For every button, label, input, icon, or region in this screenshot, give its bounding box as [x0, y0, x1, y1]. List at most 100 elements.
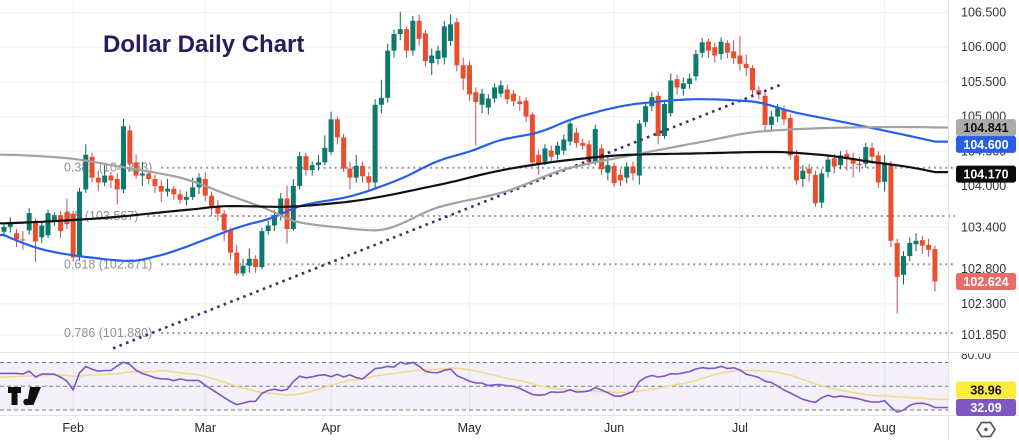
candle-up	[555, 145, 561, 155]
candle-up	[102, 175, 108, 183]
candle-down	[127, 130, 133, 164]
sma-blue-badge[interactable]: 104.600	[956, 135, 1016, 153]
rsi-badge-bg	[956, 399, 1016, 417]
candle-down	[158, 185, 164, 192]
price-axis[interactable]: 106.500106.000105.500105.000104.500104.0…	[949, 0, 1019, 440]
candle-up	[165, 188, 171, 192]
last-price-badge-bg	[956, 272, 1016, 290]
candle-down	[523, 100, 529, 117]
rsi-lines	[0, 361, 948, 413]
candle-up	[775, 108, 781, 117]
sma-gray-badge[interactable]: 104.841	[956, 119, 1016, 137]
candle-down	[762, 95, 768, 125]
sma-black-badge[interactable]: 104.170	[956, 165, 1016, 183]
sma-black-line[interactable]	[0, 150, 948, 225]
candle-down	[221, 213, 227, 231]
candle-down	[95, 177, 101, 183]
candle-down	[32, 222, 38, 242]
candle-up	[448, 24, 454, 41]
hexagon-settings-icon[interactable]	[976, 421, 996, 438]
candle-up	[76, 191, 82, 258]
candle-up	[1, 226, 7, 232]
trendline[interactable]	[112, 83, 782, 350]
tradingview-logo[interactable]	[8, 387, 41, 406]
tradingview-logo-glyph-1	[8, 387, 21, 405]
candle-down	[146, 173, 152, 180]
candle-down	[347, 168, 353, 178]
rsi-ma-badge-bg	[956, 381, 1016, 399]
price-tick-label: 105.500	[961, 75, 1006, 89]
candle-up	[297, 156, 303, 186]
candle-up	[353, 165, 359, 178]
rsi-ma-badge[interactable]: 38.96	[956, 381, 1016, 399]
candle-down	[460, 65, 466, 79]
candle-down	[517, 101, 523, 105]
price-tick-label: 102.800	[961, 262, 1006, 276]
candle-down	[781, 109, 787, 120]
sma-gray-line[interactable]	[0, 125, 948, 232]
candle-up	[498, 85, 504, 94]
candle-up	[391, 34, 397, 51]
candle-down	[334, 119, 340, 138]
month-label-aug: Aug	[873, 421, 895, 435]
candle-down	[404, 29, 410, 51]
candle-up	[240, 265, 246, 274]
candle-down	[844, 154, 850, 159]
candle-down	[234, 252, 240, 274]
candle-down	[202, 179, 208, 196]
month-label-feb: Feb	[62, 421, 84, 435]
candle-down	[655, 95, 661, 137]
candle-down	[416, 20, 422, 39]
candle-up	[190, 187, 196, 198]
candle-up	[51, 215, 57, 223]
candle-down	[70, 213, 76, 258]
price-tick-label: 101.850	[961, 328, 1006, 342]
rsi-badge[interactable]: 32.09	[956, 399, 1016, 417]
rsi-line[interactable]	[0, 361, 948, 413]
candle-down	[806, 168, 812, 174]
candle-down	[114, 179, 120, 190]
price-tick-label: 103.400	[961, 221, 1006, 235]
candle-up	[699, 42, 705, 53]
candle-up	[643, 106, 649, 123]
chart-title: Dollar Daily Chart	[103, 31, 304, 58]
candle-up	[636, 123, 642, 176]
candle-up	[693, 54, 699, 77]
candle-up	[882, 163, 888, 182]
candle-up	[800, 170, 806, 180]
candle-down	[869, 147, 875, 157]
fib-label: 0.382 (104.263)	[64, 161, 152, 175]
tradingview-logo-glyph-v	[26, 387, 41, 405]
sma-blue-line[interactable]	[0, 98, 948, 262]
candle-up	[429, 55, 435, 64]
rsi-ma-line[interactable]	[0, 367, 948, 401]
rsi-pane	[0, 362, 948, 411]
candle-down	[510, 93, 516, 102]
candle-up	[768, 116, 774, 125]
price-tick-label: 102.300	[961, 297, 1006, 311]
last-price-badge[interactable]: 102.624	[956, 272, 1016, 290]
candle-down	[812, 174, 818, 204]
candle-down	[152, 179, 158, 186]
candle-down	[894, 242, 900, 277]
month-label-apr: Apr	[321, 421, 340, 435]
candle-down	[171, 188, 177, 195]
rsi-top-tick-label: 80.00	[961, 348, 991, 362]
candle-down	[586, 144, 592, 163]
candle-down	[284, 198, 290, 229]
last-price-badge-value: 102.624	[963, 275, 1008, 289]
candle-down	[932, 249, 938, 282]
candle-down	[850, 158, 856, 164]
candle-up	[83, 154, 89, 190]
time-axis[interactable]: Feb Mar Apr May Jun Jul Aug	[62, 421, 895, 435]
price-tick-label: 106.000	[961, 40, 1006, 54]
candle-up	[121, 126, 127, 190]
candle-down	[705, 41, 711, 51]
candle-down	[473, 92, 479, 103]
candle-up	[309, 165, 315, 171]
candle-down	[856, 163, 862, 166]
candle-up	[900, 256, 906, 275]
candle-up	[183, 197, 189, 200]
candle-down	[712, 47, 718, 56]
